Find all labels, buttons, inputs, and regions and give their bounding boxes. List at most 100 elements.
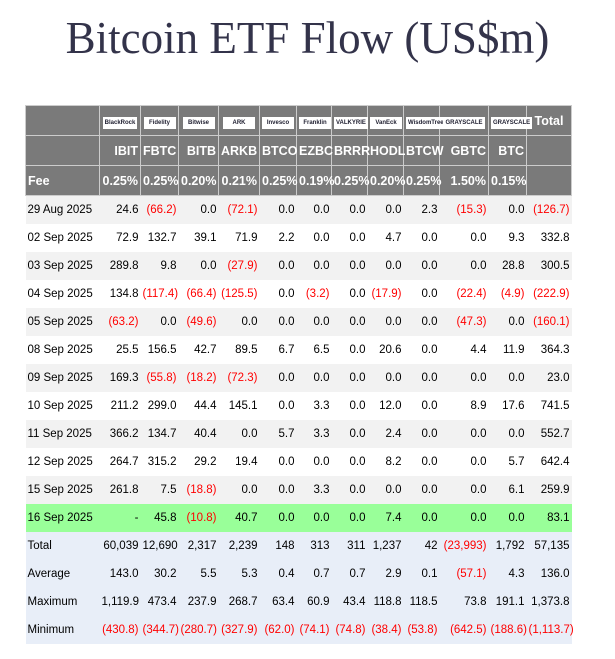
flow-cell: 0.0: [331, 420, 368, 448]
summary-cell: 148: [259, 532, 297, 560]
flow-cell: 19.4: [218, 448, 260, 476]
flow-cell: 0.0: [439, 252, 489, 280]
flow-cell: 0.0: [439, 448, 489, 476]
flow-cell: 132.7: [140, 224, 179, 252]
date-cell: 09 Sep 2025: [25, 364, 100, 392]
fee-cell: 0.21%: [218, 165, 260, 196]
date-cell: 10 Sep 2025: [25, 392, 100, 420]
flow-cell: 264.7: [99, 448, 141, 476]
flow-cell: 0.0: [331, 195, 368, 224]
row-total-cell: (160.1): [526, 308, 572, 336]
flow-cell: 42.7: [178, 336, 219, 364]
table-row: 09 Sep 2025 169.3 (55.8) (18.2) (72.3) 0.0 0.0…: [25, 364, 572, 392]
flow-cell: 0.0: [439, 364, 489, 392]
ticker-header: FBTC: [140, 135, 179, 166]
etf-flow-table: BlackRock Fidelity Bitwise ARK Invesco Frankl…: [25, 105, 574, 644]
summary-cell: 60.9: [296, 588, 332, 616]
issuer-logo: Fidelity: [143, 116, 176, 129]
flow-cell: 0.0: [331, 224, 368, 252]
flow-cell: 0.0: [331, 448, 368, 476]
ticker-header: GBTC: [439, 135, 489, 166]
flow-cell: 8.9: [439, 392, 489, 420]
summary-cell: 1,373.8: [526, 588, 572, 616]
flow-cell: 8.2: [367, 448, 404, 476]
issuer-logo-cell: GRAYSCALE: [439, 105, 489, 136]
flow-cell: 0.0: [259, 280, 297, 308]
flow-cell: 0.0: [439, 420, 489, 448]
fee-cell: 0.15%: [488, 165, 527, 196]
flow-cell: 0.0: [259, 364, 297, 392]
flow-cell: (72.3): [218, 364, 260, 392]
summary-cell: 118.8: [367, 588, 404, 616]
summary-cell: 143.0: [99, 560, 141, 588]
fee-cell: 0.25%: [403, 165, 441, 196]
summary-cell: 1,119.9: [99, 588, 141, 616]
date-cell: 03 Sep 2025: [25, 252, 100, 280]
summary-cell: 2,317: [178, 532, 219, 560]
flow-cell: 0.0: [403, 420, 440, 448]
flow-cell: (10.8): [178, 504, 219, 532]
flow-cell: 4.4: [439, 336, 489, 364]
flow-cell: 3.3: [296, 420, 332, 448]
summary-row: Maximum 1,119.9 473.4 237.9 268.7 63.4 60.9 43.…: [25, 588, 572, 616]
flow-cell: 71.9: [218, 224, 260, 252]
flow-cell: 12.0: [367, 392, 404, 420]
flow-cell: 0.0: [218, 420, 260, 448]
flow-cell: 0.0: [331, 476, 368, 504]
table-row: 02 Sep 2025 72.9 132.7 39.1 71.9 2.2 0.0 0.0 4.7…: [25, 224, 572, 252]
blank-cell: [526, 135, 572, 166]
row-total-cell: 552.7: [526, 420, 572, 448]
date-cell: 02 Sep 2025: [25, 224, 100, 252]
summary-cell: 60,039: [99, 532, 141, 560]
ticker-header: BRRR: [331, 135, 370, 166]
flow-cell: 0.0: [259, 252, 297, 280]
issuer-logo: VALKYRIE: [334, 116, 368, 129]
table-row: 08 Sep 2025 25.5 156.5 42.7 89.5 6.7 6.5 0.0 20.…: [25, 336, 572, 364]
flow-cell: 44.4: [178, 392, 219, 420]
summary-cell: 0.7: [296, 560, 332, 588]
flow-cell: 0.0: [331, 392, 368, 420]
date-cell: 05 Sep 2025: [25, 308, 100, 336]
issuer-logo-cell: VanEck: [367, 105, 404, 136]
flow-cell: 2.2: [259, 224, 297, 252]
summary-cell: 0.4: [259, 560, 297, 588]
flow-cell: (15.3): [439, 195, 489, 224]
flow-cell: 9.8: [140, 252, 179, 280]
flow-cell: 7.5: [140, 476, 179, 504]
flow-cell: 0.0: [367, 252, 404, 280]
date-cell: 29 Aug 2025: [25, 195, 100, 224]
summary-cell: 1,237: [367, 532, 404, 560]
ticker-row: IBIT FBTC BITB ARKB BTCO EZBC BRRR HODL BTCW GBTC…: [25, 135, 572, 166]
issuer-logo-cell: BlackRock: [99, 105, 141, 136]
summary-cell: 2.9: [367, 560, 404, 588]
flow-cell: (117.4): [140, 280, 179, 308]
issuer-logo: GRAYSCALE: [443, 116, 485, 129]
flow-cell: 24.6: [99, 195, 141, 224]
summary-cell: 30.2: [140, 560, 179, 588]
flow-cell: 0.0: [403, 280, 440, 308]
flow-cell: 0.0: [331, 364, 368, 392]
total-header: Total: [526, 105, 572, 136]
corner-cell: [25, 135, 100, 166]
flow-cell: 0.0: [331, 308, 368, 336]
flow-cell: 2.4: [367, 420, 404, 448]
summary-cell: 63.4: [259, 588, 297, 616]
issuer-logo-cell: Invesco: [259, 105, 297, 136]
flow-cell: 0.0: [367, 364, 404, 392]
flow-cell: 0.0: [331, 336, 368, 364]
flow-cell: 5.7: [488, 448, 527, 476]
flow-cell: 0.0: [367, 476, 404, 504]
summary-cell: 136.0: [526, 560, 572, 588]
summary-cell: (74.1): [296, 616, 332, 644]
flow-cell: 0.0: [403, 476, 440, 504]
flow-cell: 72.9: [99, 224, 141, 252]
row-total-cell: 259.9: [526, 476, 572, 504]
flow-cell: 0.0: [403, 504, 440, 532]
summary-label: Minimum: [25, 616, 100, 644]
flow-cell: (49.6): [178, 308, 219, 336]
flow-cell: 0.0: [218, 308, 260, 336]
table-row: 05 Sep 2025 (63.2) 0.0 (49.6) 0.0 0.0 0.0 0.0 0.…: [25, 308, 572, 336]
flow-cell: 299.0: [140, 392, 179, 420]
flow-cell: 0.0: [488, 308, 527, 336]
summary-cell: (280.7): [178, 616, 219, 644]
